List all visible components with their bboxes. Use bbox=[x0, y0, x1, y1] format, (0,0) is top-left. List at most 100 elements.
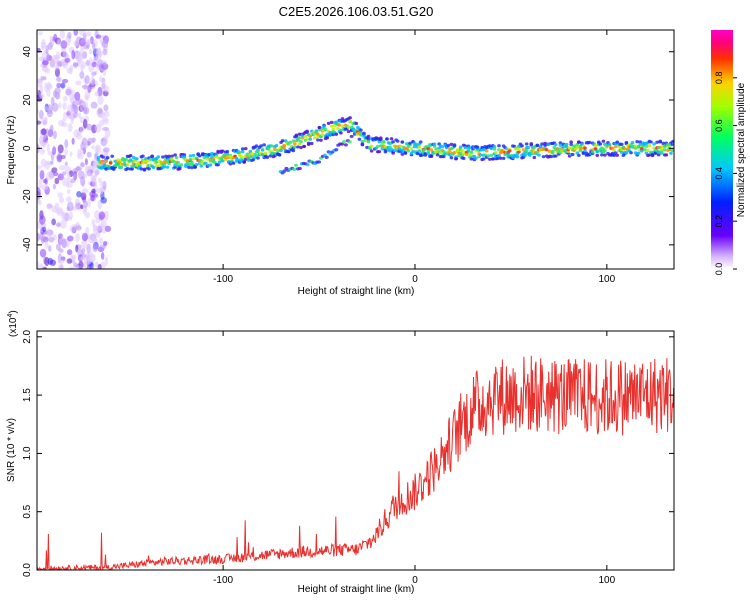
colorbar-tick-label: 0.8 bbox=[714, 72, 724, 85]
y-tick-label: 40 bbox=[22, 46, 33, 58]
noise-blob bbox=[82, 118, 88, 129]
noise-blob bbox=[64, 161, 68, 167]
noise-blob bbox=[61, 238, 67, 249]
ridge-cell bbox=[540, 142, 544, 146]
ridge-cell bbox=[391, 140, 395, 144]
ridge-cell bbox=[210, 153, 214, 157]
ridge-cell bbox=[449, 142, 454, 147]
ridge-cell bbox=[638, 142, 643, 147]
noise-blob bbox=[60, 40, 68, 49]
ridge-cell bbox=[369, 144, 374, 148]
ridge-cell bbox=[262, 143, 266, 147]
noise-blob bbox=[104, 128, 111, 138]
ridge-cell bbox=[595, 150, 600, 154]
ridge-cell bbox=[299, 145, 303, 150]
ridge-cell bbox=[652, 142, 656, 146]
ridge-cell bbox=[501, 156, 506, 160]
ridge-branch-cell bbox=[349, 134, 354, 139]
noise-blob bbox=[79, 71, 85, 79]
noise-blob bbox=[81, 61, 87, 69]
ridge-cell bbox=[102, 163, 107, 168]
noise-blob bbox=[56, 154, 63, 163]
noise-blob bbox=[50, 96, 55, 106]
noise-blob bbox=[46, 81, 52, 91]
ridge-cell bbox=[187, 165, 191, 169]
ridge-cell bbox=[273, 147, 277, 152]
ridge-cell bbox=[128, 153, 133, 158]
ridge-cell bbox=[575, 145, 580, 149]
ridge-cell bbox=[613, 145, 618, 149]
noise-blob bbox=[80, 204, 84, 210]
colorbar-tick-label: 0.6 bbox=[714, 119, 724, 132]
ridge-cell bbox=[507, 149, 512, 153]
ridge-cell bbox=[270, 144, 274, 148]
ridge-cell bbox=[110, 154, 115, 158]
x-tick-label: 0 bbox=[412, 575, 418, 586]
ridge-cell bbox=[624, 140, 629, 145]
noise-blob bbox=[72, 62, 78, 68]
noise-blob bbox=[62, 50, 69, 59]
noise-blob bbox=[62, 102, 67, 111]
noise-blob bbox=[55, 222, 62, 227]
noise-blob bbox=[38, 93, 45, 98]
ridge-cell bbox=[165, 159, 170, 163]
noise-blob bbox=[57, 259, 65, 265]
noise-blob bbox=[103, 118, 109, 125]
noise-blob bbox=[71, 49, 76, 60]
ridge-branch-cell bbox=[282, 169, 287, 173]
ridge-cell bbox=[223, 156, 228, 160]
ridge-cell bbox=[305, 137, 309, 141]
ridge-cell bbox=[313, 136, 317, 140]
ridge-cell bbox=[558, 143, 563, 147]
noise-blob bbox=[86, 151, 92, 158]
ridge-cell bbox=[323, 127, 328, 132]
ridge-cell bbox=[583, 146, 587, 150]
noise-blob bbox=[102, 48, 108, 56]
ridge-cell bbox=[154, 160, 159, 164]
noise-blob bbox=[76, 54, 83, 64]
ridge-cell bbox=[303, 134, 308, 138]
ridge-cell bbox=[256, 150, 260, 154]
noise-blob bbox=[93, 157, 98, 168]
noise-blob bbox=[73, 39, 79, 47]
ridge-branch-cell bbox=[324, 155, 329, 159]
ridge-cell bbox=[101, 155, 105, 159]
ridge-cell bbox=[514, 147, 518, 151]
noise-blob bbox=[85, 31, 92, 37]
noise-blob bbox=[75, 166, 82, 171]
ridge-cell bbox=[662, 148, 667, 152]
noise-blob bbox=[102, 147, 110, 153]
snr-x-label: Height of straight line (km) bbox=[298, 584, 415, 595]
colorbar: 0.0 0.2 0.4 0.6 0.8 Normalized spectral ampl… bbox=[711, 30, 747, 275]
noise-blob bbox=[91, 144, 95, 150]
noise-blob bbox=[58, 248, 64, 253]
ridge-cell bbox=[623, 147, 627, 151]
ridge-cell bbox=[624, 151, 629, 155]
noise-blob bbox=[103, 85, 110, 93]
ridge-cell bbox=[560, 149, 564, 153]
ridge-cell bbox=[452, 144, 457, 148]
ridge-cell bbox=[125, 163, 130, 167]
noise-blob bbox=[87, 39, 92, 44]
ridge-cell bbox=[271, 151, 276, 156]
ridge-cell bbox=[615, 140, 620, 144]
noise-blob bbox=[98, 244, 106, 251]
noise-blob bbox=[73, 129, 80, 138]
ridge-cell bbox=[564, 145, 569, 149]
ridge-cell bbox=[220, 149, 225, 153]
ridge-cell bbox=[541, 155, 546, 159]
noise-blob bbox=[59, 196, 65, 204]
ridge-cell bbox=[125, 166, 130, 171]
noise-blob bbox=[46, 53, 50, 62]
ridge-cell bbox=[366, 134, 371, 138]
noise-blob bbox=[69, 151, 73, 157]
noise-blob bbox=[47, 229, 52, 240]
ridge-cell bbox=[317, 128, 322, 132]
ridge-cell bbox=[524, 142, 529, 146]
noise-blob bbox=[39, 248, 47, 258]
ridge-cell bbox=[124, 157, 128, 161]
noise-blob bbox=[66, 172, 71, 183]
noise-blob bbox=[50, 160, 54, 165]
noise-blob bbox=[99, 76, 104, 83]
ridge-cell bbox=[403, 151, 408, 155]
